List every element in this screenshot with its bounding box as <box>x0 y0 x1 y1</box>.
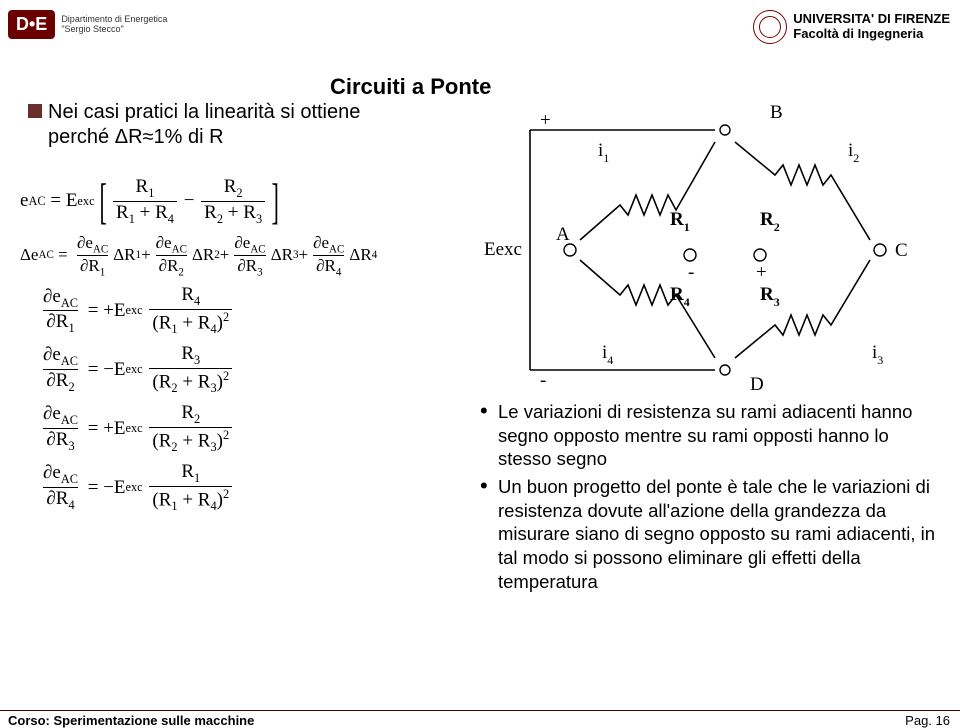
node-c: C <box>895 240 908 261</box>
eq-main: eAC = Eexc [ R1 R1 + R4 − R2 R2 + R3 ] <box>20 176 450 227</box>
r1-label: R1 <box>670 209 690 234</box>
department-text: Dipartimento di Energetica "Sergio Stecc… <box>61 15 167 35</box>
footer-page: Pag. 16 <box>905 713 950 728</box>
uni-line-1: UNIVERSITA' DI FIRENZE <box>793 12 950 27</box>
eq-partial-r2: ∂eAC∂R2 = −Eexc R3(R2 + R3)2 <box>38 343 450 396</box>
intro-bullet: Nei casi pratici la linearità si ottiene… <box>28 100 408 150</box>
notes-block: Le variazioni di resistenza su rami adia… <box>480 400 940 597</box>
footer: Corso: Sperimentazione sulle macchine Pa… <box>0 710 960 713</box>
left-bracket: [ <box>99 182 106 222</box>
E: E <box>66 190 78 212</box>
plus-top: + <box>540 110 551 131</box>
frac-r2: R2 R2 + R3 <box>201 176 265 227</box>
de-logo: D•E <box>8 10 55 39</box>
inner-minus: - <box>688 262 694 283</box>
e: e <box>20 190 28 212</box>
i2: i2 <box>848 140 859 165</box>
slide-title: Circuiti a Ponte <box>330 74 491 100</box>
i1: i1 <box>598 140 609 165</box>
note-2: Un buon progetto del ponte è tale che le… <box>480 475 940 593</box>
note-1: Le variazioni di resistenza su rami adia… <box>480 400 940 471</box>
intro-text: Nei casi pratici la linearità si ottiene… <box>48 100 408 150</box>
i4: i4 <box>602 342 613 367</box>
right-bracket: ] <box>272 182 279 222</box>
equations-column: eAC = Eexc [ R1 R1 + R4 − R2 R2 + R3 ] Δ… <box>20 170 450 520</box>
node-b: B <box>770 102 783 123</box>
r2-label: R2 <box>760 209 780 234</box>
header: D•E Dipartimento di Energetica "Sergio S… <box>0 6 960 66</box>
r4-label: R4 <box>670 284 690 309</box>
minus-bottom: - <box>540 370 546 391</box>
eq-partial-r1: ∂eAC∂R1 = +Eexc R4(R1 + R4)2 <box>38 284 450 337</box>
left-logo-block: D•E Dipartimento di Energetica "Sergio S… <box>8 10 167 39</box>
uni-line-2: Facoltà di Ingegneria <box>793 27 950 42</box>
sub-ac: AC <box>28 194 45 209</box>
node-a: A <box>556 224 570 245</box>
university-text: UNIVERSITA' DI FIRENZE Facoltà di Ingegn… <box>793 12 950 42</box>
right-uni-block: UNIVERSITA' DI FIRENZE Facoltà di Ingegn… <box>753 10 950 44</box>
node-d: D <box>750 374 764 395</box>
eq-delta: ΔeAC = ∂eAC∂R1ΔR1 + ∂eAC∂R2ΔR2 + ∂eAC∂R3… <box>20 233 450 279</box>
i3: i3 <box>872 342 883 367</box>
equals: = <box>50 190 61 212</box>
inner-plus: + <box>756 262 767 283</box>
bullet-icon <box>28 104 42 118</box>
r3-label: R3 <box>760 284 780 309</box>
sub-exc: exc <box>77 194 94 209</box>
eq-partial-r4: ∂eAC∂R4 = −Eexc R1(R1 + R4)2 <box>38 461 450 514</box>
university-seal-icon <box>753 10 787 44</box>
dept-line-2: "Sergio Stecco" <box>61 25 167 35</box>
eq-partial-r3: ∂eAC∂R3 = +Eexc R2(R2 + R3)2 <box>38 402 450 455</box>
frac-r1: R1 R1 + R4 <box>113 176 177 227</box>
footer-course: Corso: Sperimentazione sulle macchine <box>8 713 254 728</box>
eexc-label: Eexc <box>484 239 522 260</box>
wheatstone-bridge-diagram: + - - + Eexc A B C D i1 i2 i3 i4 R1 R2 R… <box>470 90 940 390</box>
